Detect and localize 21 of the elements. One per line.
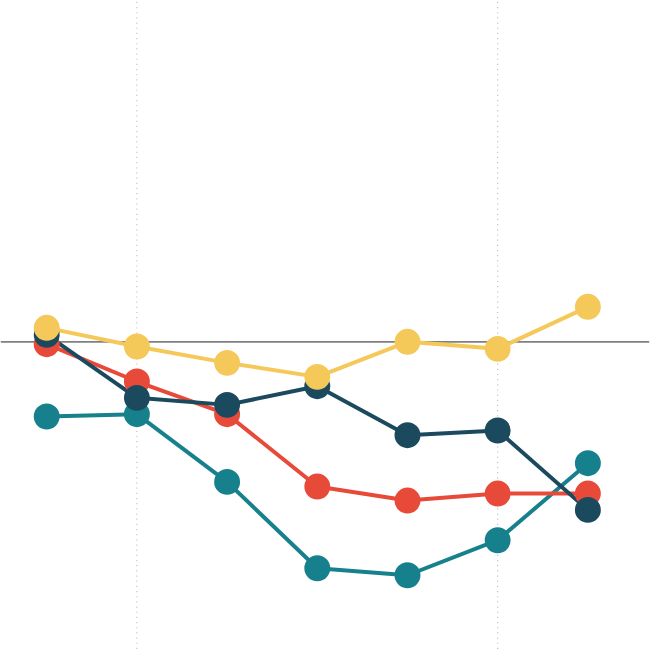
point <box>304 364 331 390</box>
point <box>214 350 241 376</box>
point <box>574 294 601 320</box>
point <box>484 527 511 554</box>
point <box>484 417 511 444</box>
point <box>123 385 150 411</box>
point <box>394 329 421 355</box>
point <box>33 315 60 341</box>
point <box>394 422 421 449</box>
point <box>574 450 601 477</box>
point <box>394 562 421 589</box>
point <box>394 487 421 514</box>
point <box>574 497 601 524</box>
point <box>123 333 150 360</box>
point <box>214 469 241 496</box>
point <box>214 392 241 419</box>
point <box>304 555 331 582</box>
point <box>33 403 60 430</box>
point <box>484 480 511 507</box>
point <box>304 473 331 500</box>
point <box>484 336 511 362</box>
